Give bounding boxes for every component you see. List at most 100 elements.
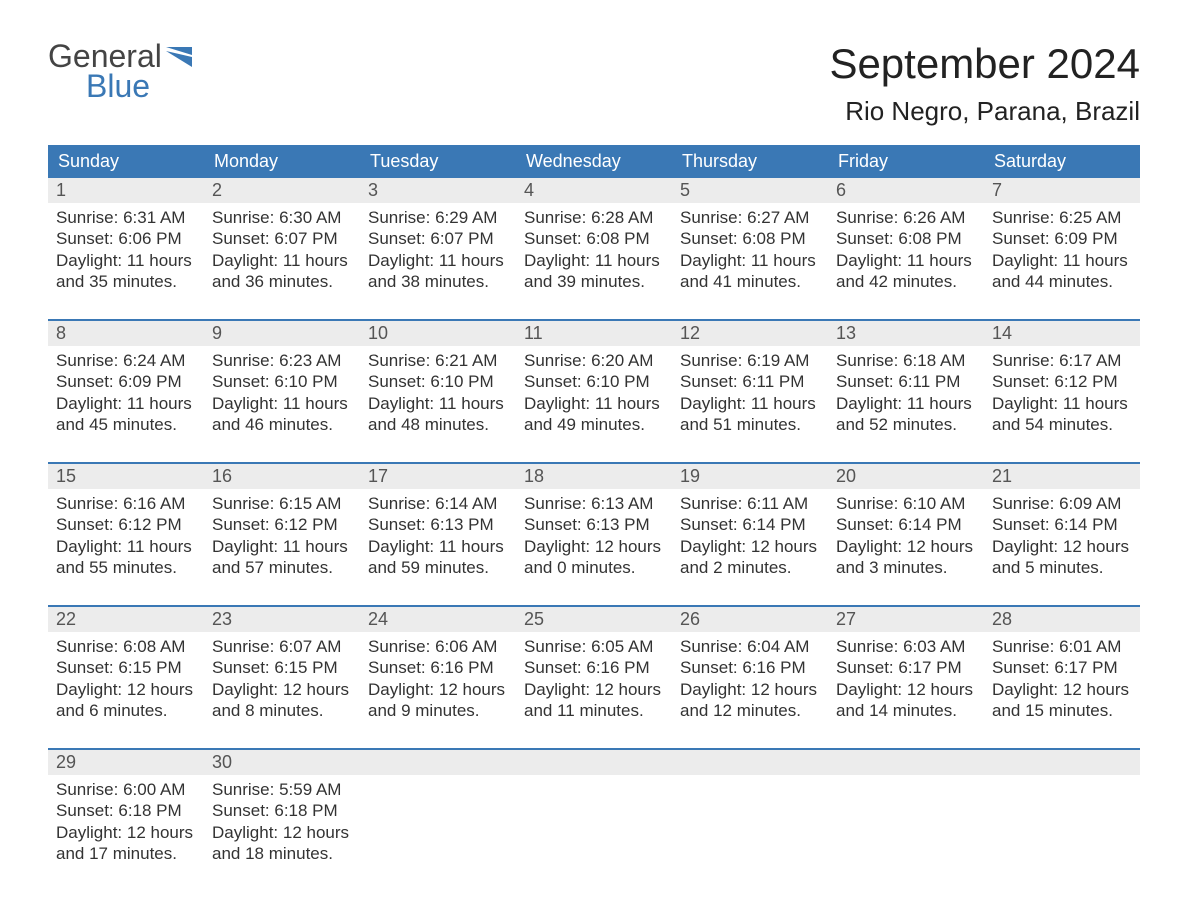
- week-separator: [48, 445, 1140, 463]
- day-number-cell: 13: [828, 320, 984, 346]
- day-number-row: 1234567: [48, 178, 1140, 203]
- day-header: Monday: [204, 145, 360, 178]
- day-number-cell: 3: [360, 178, 516, 203]
- day-data-cell: Sunrise: 6:28 AMSunset: 6:08 PMDaylight:…: [516, 203, 672, 302]
- sunrise-line: Sunrise: 6:11 AM: [680, 493, 820, 514]
- sunrise-line: Sunrise: 6:06 AM: [368, 636, 508, 657]
- day-number-cell: 16: [204, 463, 360, 489]
- daylight-line: Daylight: 11 hours and 42 minutes.: [836, 250, 976, 293]
- day-data-row: Sunrise: 6:08 AMSunset: 6:15 PMDaylight:…: [48, 632, 1140, 731]
- day-header: Tuesday: [360, 145, 516, 178]
- sunset-line: Sunset: 6:08 PM: [680, 228, 820, 249]
- week-separator: [48, 731, 1140, 749]
- sunset-line: Sunset: 6:16 PM: [368, 657, 508, 678]
- sunset-line: Sunset: 6:11 PM: [680, 371, 820, 392]
- day-data-cell: Sunrise: 6:19 AMSunset: 6:11 PMDaylight:…: [672, 346, 828, 445]
- sunrise-line: Sunrise: 6:10 AM: [836, 493, 976, 514]
- day-number-cell: 5: [672, 178, 828, 203]
- day-data-cell: Sunrise: 6:08 AMSunset: 6:15 PMDaylight:…: [48, 632, 204, 731]
- day-number-cell: 22: [48, 606, 204, 632]
- day-data-cell: Sunrise: 6:11 AMSunset: 6:14 PMDaylight:…: [672, 489, 828, 588]
- day-number-cell: 4: [516, 178, 672, 203]
- week-separator: [48, 588, 1140, 606]
- daylight-line: Daylight: 11 hours and 46 minutes.: [212, 393, 352, 436]
- day-data-cell: Sunrise: 6:10 AMSunset: 6:14 PMDaylight:…: [828, 489, 984, 588]
- day-number-cell: 17: [360, 463, 516, 489]
- daylight-line: Daylight: 11 hours and 41 minutes.: [680, 250, 820, 293]
- sunset-line: Sunset: 6:07 PM: [212, 228, 352, 249]
- day-number-cell: 30: [204, 749, 360, 775]
- day-number-cell: [516, 749, 672, 775]
- day-data-cell: Sunrise: 6:17 AMSunset: 6:12 PMDaylight:…: [984, 346, 1140, 445]
- sunset-line: Sunset: 6:09 PM: [992, 228, 1132, 249]
- sunset-line: Sunset: 6:17 PM: [992, 657, 1132, 678]
- daylight-line: Daylight: 12 hours and 6 minutes.: [56, 679, 196, 722]
- week-separator: [48, 302, 1140, 320]
- day-data-cell: Sunrise: 6:01 AMSunset: 6:17 PMDaylight:…: [984, 632, 1140, 731]
- day-data-cell: Sunrise: 6:25 AMSunset: 6:09 PMDaylight:…: [984, 203, 1140, 302]
- day-number-cell: 23: [204, 606, 360, 632]
- daylight-line: Daylight: 11 hours and 48 minutes.: [368, 393, 508, 436]
- day-number-cell: 8: [48, 320, 204, 346]
- sunrise-line: Sunrise: 6:00 AM: [56, 779, 196, 800]
- day-data-cell: Sunrise: 6:18 AMSunset: 6:11 PMDaylight:…: [828, 346, 984, 445]
- daylight-line: Daylight: 11 hours and 45 minutes.: [56, 393, 196, 436]
- sunrise-line: Sunrise: 6:13 AM: [524, 493, 664, 514]
- daylight-line: Daylight: 12 hours and 2 minutes.: [680, 536, 820, 579]
- sunset-line: Sunset: 6:13 PM: [368, 514, 508, 535]
- day-number-cell: 19: [672, 463, 828, 489]
- day-data-cell: Sunrise: 6:09 AMSunset: 6:14 PMDaylight:…: [984, 489, 1140, 588]
- day-number-row: 22232425262728: [48, 606, 1140, 632]
- daylight-line: Daylight: 12 hours and 15 minutes.: [992, 679, 1132, 722]
- day-number-cell: 12: [672, 320, 828, 346]
- sunrise-line: Sunrise: 6:23 AM: [212, 350, 352, 371]
- sunset-line: Sunset: 6:15 PM: [56, 657, 196, 678]
- daylight-line: Daylight: 11 hours and 36 minutes.: [212, 250, 352, 293]
- sunset-line: Sunset: 6:10 PM: [524, 371, 664, 392]
- daylight-line: Daylight: 12 hours and 9 minutes.: [368, 679, 508, 722]
- sunrise-line: Sunrise: 6:14 AM: [368, 493, 508, 514]
- daylight-line: Daylight: 11 hours and 49 minutes.: [524, 393, 664, 436]
- sunrise-line: Sunrise: 6:28 AM: [524, 207, 664, 228]
- day-data-cell: Sunrise: 5:59 AMSunset: 6:18 PMDaylight:…: [204, 775, 360, 874]
- day-number-cell: 25: [516, 606, 672, 632]
- day-data-cell: [516, 775, 672, 874]
- day-number-cell: 1: [48, 178, 204, 203]
- day-number-cell: [360, 749, 516, 775]
- day-data-cell: Sunrise: 6:16 AMSunset: 6:12 PMDaylight:…: [48, 489, 204, 588]
- sunrise-line: Sunrise: 6:15 AM: [212, 493, 352, 514]
- day-data-cell: [828, 775, 984, 874]
- day-number-cell: 18: [516, 463, 672, 489]
- location-title: Rio Negro, Parana, Brazil: [829, 96, 1140, 127]
- day-header: Saturday: [984, 145, 1140, 178]
- day-number-cell: 15: [48, 463, 204, 489]
- daylight-line: Daylight: 11 hours and 52 minutes.: [836, 393, 976, 436]
- sunset-line: Sunset: 6:12 PM: [992, 371, 1132, 392]
- sunrise-line: Sunrise: 6:05 AM: [524, 636, 664, 657]
- sunrise-line: Sunrise: 6:19 AM: [680, 350, 820, 371]
- sunset-line: Sunset: 6:16 PM: [680, 657, 820, 678]
- day-data-cell: [672, 775, 828, 874]
- day-number-cell: 26: [672, 606, 828, 632]
- sunrise-line: Sunrise: 6:20 AM: [524, 350, 664, 371]
- sunrise-line: Sunrise: 6:16 AM: [56, 493, 196, 514]
- day-header-row: SundayMondayTuesdayWednesdayThursdayFrid…: [48, 145, 1140, 178]
- day-number-cell: 9: [204, 320, 360, 346]
- day-number-cell: 21: [984, 463, 1140, 489]
- day-data-cell: Sunrise: 6:06 AMSunset: 6:16 PMDaylight:…: [360, 632, 516, 731]
- logo-flag-icon: [166, 40, 200, 72]
- day-data-cell: Sunrise: 6:03 AMSunset: 6:17 PMDaylight:…: [828, 632, 984, 731]
- daylight-line: Daylight: 11 hours and 51 minutes.: [680, 393, 820, 436]
- day-number-cell: 27: [828, 606, 984, 632]
- sunrise-line: Sunrise: 6:18 AM: [836, 350, 976, 371]
- logo: General Blue: [48, 40, 200, 102]
- day-data-cell: Sunrise: 6:30 AMSunset: 6:07 PMDaylight:…: [204, 203, 360, 302]
- day-number-cell: 20: [828, 463, 984, 489]
- sunrise-line: Sunrise: 6:29 AM: [368, 207, 508, 228]
- sunset-line: Sunset: 6:12 PM: [212, 514, 352, 535]
- sunrise-line: Sunrise: 6:07 AM: [212, 636, 352, 657]
- sunset-line: Sunset: 6:10 PM: [368, 371, 508, 392]
- daylight-line: Daylight: 12 hours and 12 minutes.: [680, 679, 820, 722]
- day-data-cell: Sunrise: 6:26 AMSunset: 6:08 PMDaylight:…: [828, 203, 984, 302]
- sunrise-line: Sunrise: 6:03 AM: [836, 636, 976, 657]
